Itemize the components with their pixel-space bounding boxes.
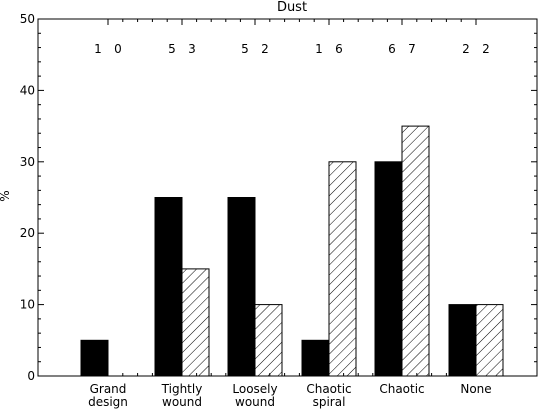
bar-hatched: [181, 268, 210, 377]
bars: [80, 125, 504, 377]
plot-frame: [37, 18, 538, 377]
chart-title: Dust: [277, 0, 307, 15]
bar-solid: [80, 339, 109, 377]
y-tick-label: 0: [27, 369, 35, 383]
category-label-line2: wound: [235, 395, 275, 409]
category-label-line1: Loosely: [232, 382, 277, 396]
count-label-solid: 2: [462, 42, 470, 56]
category-label-line2: design: [88, 395, 128, 409]
bar-hatched: [328, 161, 357, 377]
count-label-hatched: 2: [261, 42, 269, 56]
count-label-hatched: 7: [408, 42, 416, 56]
bar-solid: [227, 197, 256, 377]
count-label-solid: 5: [168, 42, 176, 56]
bar-solid: [374, 161, 403, 377]
count-label-solid: 1: [315, 42, 323, 56]
y-axis-label: %: [0, 190, 12, 201]
count-label-solid: 1: [94, 42, 102, 56]
category-label-line2: spiral: [313, 395, 346, 409]
category-label-line1: Chaotic: [306, 382, 351, 396]
category-label-line1: Chaotic: [379, 382, 424, 396]
category-label-line1: None: [460, 382, 491, 396]
category-label-line2: wound: [162, 395, 202, 409]
bar-hatched: [401, 125, 430, 377]
count-label-solid: 5: [241, 42, 249, 56]
category-label-line1: Grand: [90, 382, 127, 396]
y-tick-label: 20: [20, 226, 35, 240]
bar-hatched: [254, 304, 283, 377]
y-tick-label: 10: [20, 298, 35, 312]
category-labels: GranddesignTightlywoundLooselywoundChaot…: [88, 382, 492, 409]
bar-solid: [301, 339, 330, 377]
bar-hatched: [475, 304, 504, 377]
count-label-solid: 6: [388, 42, 396, 56]
bar-solid: [154, 197, 183, 377]
count-label-hatched: 6: [335, 42, 343, 56]
count-label-hatched: 0: [114, 42, 122, 56]
y-tick-label: 30: [20, 155, 35, 169]
count-label-hatched: 3: [188, 42, 196, 56]
bar-solid: [448, 304, 477, 377]
count-label-hatched: 2: [482, 42, 490, 56]
category-label-line1: Tightly: [161, 382, 203, 396]
y-tick-label: 50: [20, 12, 35, 26]
y-tick-label: 40: [20, 83, 35, 97]
